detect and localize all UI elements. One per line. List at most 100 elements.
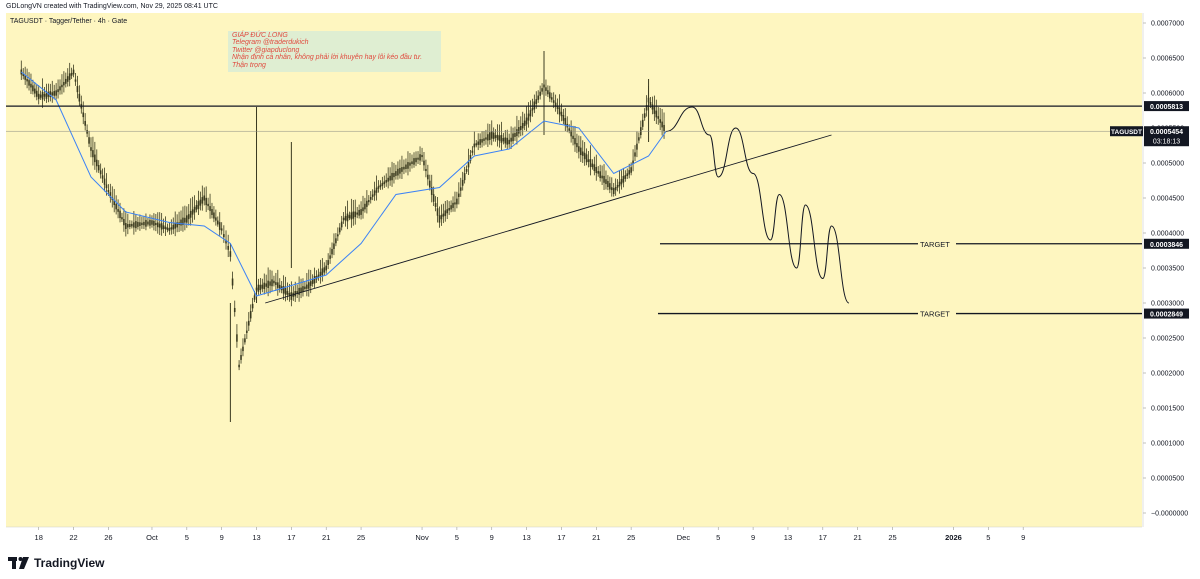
candle-body <box>578 146 580 152</box>
candle-body <box>309 281 312 286</box>
candle-body <box>508 139 510 145</box>
candle-body <box>223 234 225 238</box>
time-tick-label: Oct <box>146 533 159 542</box>
candle-body <box>375 187 378 193</box>
symbol-tag <box>1110 126 1143 137</box>
candle-body <box>366 200 368 207</box>
candle-body <box>446 209 449 214</box>
candle-body <box>356 212 358 215</box>
candle-body <box>203 195 206 201</box>
candle-body <box>399 167 401 174</box>
time-tick-label: 13 <box>522 533 530 542</box>
candle-body <box>556 106 559 110</box>
candle-body <box>267 280 269 288</box>
chart-background <box>6 13 1142 527</box>
last-price-tag <box>1144 126 1189 147</box>
candle-body <box>620 179 623 185</box>
candle-body <box>413 158 415 165</box>
time-tick-label: 25 <box>357 533 365 542</box>
candle-body <box>549 92 551 99</box>
tradingview-brand[interactable]: TradingView <box>8 556 104 570</box>
candle-body <box>423 160 425 166</box>
candle-body <box>483 138 485 141</box>
candle-body <box>88 137 90 144</box>
candle-body <box>66 76 69 82</box>
candle-body <box>576 143 578 148</box>
candle-body <box>475 143 478 146</box>
candle-body <box>626 173 629 177</box>
candle-body <box>463 173 466 181</box>
countdown-text: 03:18:13 <box>1153 139 1180 146</box>
support-trendline <box>265 134 832 304</box>
candle-body <box>622 176 625 183</box>
candle-body <box>141 222 143 226</box>
candle-body <box>340 221 343 228</box>
candle-body <box>456 198 458 205</box>
resistance-price-tag <box>1144 101 1189 112</box>
time-tick-label: 26 <box>104 533 112 542</box>
candle-body <box>261 284 264 289</box>
candle-body <box>30 83 32 88</box>
candle-body <box>583 152 586 160</box>
candle-body <box>477 141 479 145</box>
candle-body <box>129 223 131 227</box>
candle-body <box>139 222 141 226</box>
candle-body <box>552 100 555 103</box>
note-line: GIÁP ĐỨC LONG <box>232 32 288 39</box>
candle-body <box>425 168 427 172</box>
candle-body <box>298 287 300 295</box>
candle-body <box>92 150 94 158</box>
candle-body <box>434 203 437 207</box>
candle-body <box>651 104 654 110</box>
candle-body <box>137 221 139 227</box>
candle-body <box>205 197 207 206</box>
price-tick-label: 0.0001000 <box>1151 441 1184 448</box>
candle-body <box>368 200 370 203</box>
candle-body <box>514 133 516 137</box>
candle-body <box>432 194 435 202</box>
candle-body <box>409 162 411 166</box>
candle-body <box>385 179 388 183</box>
candle-body <box>403 166 405 170</box>
target-2-price-tag <box>1144 308 1189 319</box>
candle-body <box>597 171 600 174</box>
candle-body <box>296 291 298 294</box>
candle-body <box>94 154 96 163</box>
candle-body <box>574 138 576 145</box>
chart-credit: GDLongVN created with TradingView.com, N… <box>6 3 218 10</box>
last-price-text: 0.0005454 <box>1150 129 1183 136</box>
candle-body <box>28 80 30 86</box>
candle-body <box>473 143 476 148</box>
candle-body <box>300 287 302 293</box>
candle-body <box>663 124 665 132</box>
candle-body <box>535 99 538 104</box>
candle-body <box>570 130 572 137</box>
candle-body <box>489 132 491 141</box>
candle-body <box>37 93 40 100</box>
candle-body <box>554 102 557 107</box>
candle-body <box>614 187 617 191</box>
candle-body <box>107 189 110 193</box>
candle-body <box>306 284 308 289</box>
candle-body <box>479 139 481 145</box>
candle-body <box>405 164 407 170</box>
candle-body <box>147 221 149 225</box>
candle-body <box>269 281 271 286</box>
candle-body <box>323 267 326 273</box>
target-1-price-tag <box>1144 238 1189 249</box>
candle-body <box>201 197 204 204</box>
candle-body <box>271 279 273 287</box>
candle-body <box>487 134 489 141</box>
price-tick-label: 0.0003500 <box>1151 266 1184 273</box>
candle-body <box>603 175 605 183</box>
candle-body <box>547 90 549 95</box>
candle-body <box>180 219 182 226</box>
time-tick-label: 18 <box>35 533 43 542</box>
candle-body <box>395 171 397 176</box>
candle-body <box>541 88 543 92</box>
candle-body <box>537 95 540 100</box>
candle-body <box>84 120 86 126</box>
candle-body <box>236 334 238 342</box>
candle-body <box>74 79 77 82</box>
